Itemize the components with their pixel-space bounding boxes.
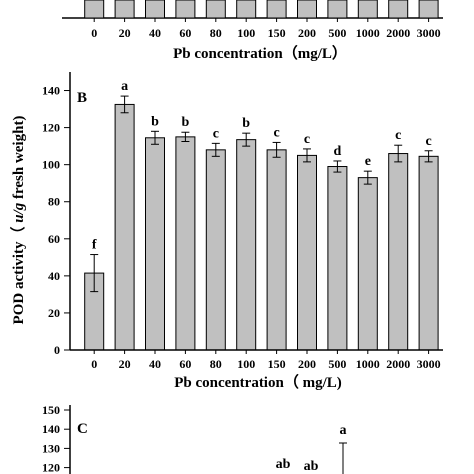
panel-a-x-axis-title: Pb concentration（mg/L） xyxy=(173,44,347,62)
panel-b-y-axis-title-prefix: POD activity（ xyxy=(9,223,27,325)
x-tick-label: 200 xyxy=(298,357,316,371)
x-tick-label: 3000 xyxy=(417,357,441,371)
bar xyxy=(205,149,226,351)
bar xyxy=(175,0,196,19)
x-tick-label: 1000 xyxy=(356,357,380,371)
bar xyxy=(175,136,196,351)
bar xyxy=(145,0,165,19)
x-tick-label: 500 xyxy=(328,357,346,371)
panel-c-label: C xyxy=(77,421,88,437)
significance-label: b xyxy=(151,114,159,129)
y-tick-label: 120 xyxy=(42,121,60,135)
y-tick-label: 150 xyxy=(42,403,60,417)
bar xyxy=(114,0,135,19)
significance-label: f xyxy=(92,238,97,253)
panel-b-y-axis-title-unit: u/g xyxy=(11,202,27,223)
x-tick-label: 100 xyxy=(237,357,255,371)
y-tick-label: 80 xyxy=(48,195,60,209)
bar xyxy=(236,139,257,351)
x-tick-label: 100 xyxy=(237,26,255,40)
panel-b-x-ticks: 0 20 40 60 80 100 150 200 500 1000 2000 3000 xyxy=(91,350,441,371)
significance-label: c xyxy=(425,134,431,149)
x-tick-label: 80 xyxy=(210,26,222,40)
panel-c-sig-label: ab xyxy=(304,459,319,474)
y-tick-label: 130 xyxy=(42,441,60,455)
x-tick-label: 3000 xyxy=(417,26,441,40)
y-tick-label: 140 xyxy=(42,422,60,436)
panel-b: B 0 20 40 60 80 100 120 140 f a b b c b c c d e c c 0 20 40 6… xyxy=(9,72,443,391)
x-tick-label: 0 xyxy=(91,26,97,40)
bar xyxy=(418,155,439,351)
x-tick-label: 20 xyxy=(119,26,131,40)
bar xyxy=(266,0,287,19)
significance-label: a xyxy=(121,79,128,94)
x-tick-label: 150 xyxy=(268,357,286,371)
panel-a-bars xyxy=(84,0,439,19)
panel-c: C 120 130 140 150 ab ab a xyxy=(42,403,347,474)
significance-label: c xyxy=(304,132,310,147)
bar xyxy=(205,0,226,19)
bar xyxy=(145,137,165,351)
x-tick-label: 20 xyxy=(119,357,131,371)
x-tick-label: 200 xyxy=(298,26,316,40)
y-tick-label: 60 xyxy=(48,232,60,246)
panel-a-x-ticks: 0 20 40 60 80 100 150 200 500 1000 2000 3000 xyxy=(91,18,441,40)
bar xyxy=(297,0,317,19)
y-tick-label: 100 xyxy=(42,158,60,172)
x-tick-label: 40 xyxy=(149,357,161,371)
y-tick-label: 120 xyxy=(42,461,60,474)
bar xyxy=(114,103,135,351)
bar xyxy=(327,166,348,351)
x-tick-label: 0 xyxy=(91,357,97,371)
significance-label: d xyxy=(334,144,342,159)
panel-a: 0 20 40 60 80 100 150 200 500 1000 2000 3000 Pb con… xyxy=(62,0,443,62)
bar xyxy=(388,0,409,19)
panel-b-label: B xyxy=(77,90,87,106)
significance-label: e xyxy=(365,154,371,169)
bar xyxy=(418,0,439,19)
bar xyxy=(357,177,378,351)
panel-b-y-axis: 0 20 40 60 80 100 120 140 xyxy=(42,84,70,357)
panel-c-sig-label: ab xyxy=(276,457,291,472)
bar xyxy=(266,149,287,351)
bar xyxy=(357,0,378,19)
panel-b-bars xyxy=(84,103,439,351)
x-tick-label: 1000 xyxy=(356,26,380,40)
panel-c-y-axis: 120 130 140 150 xyxy=(42,403,70,474)
significance-label: c xyxy=(213,126,219,141)
significance-label: c xyxy=(395,128,401,143)
x-tick-label: 2000 xyxy=(386,357,410,371)
x-tick-label: 500 xyxy=(328,26,346,40)
y-tick-label: 40 xyxy=(48,269,60,283)
x-tick-label: 80 xyxy=(210,357,222,371)
y-tick-label: 20 xyxy=(48,306,60,320)
bar xyxy=(327,0,348,19)
x-tick-label: 60 xyxy=(179,357,191,371)
panel-b-x-axis-title: Pb concentration（ mg/L) xyxy=(174,373,341,391)
bar xyxy=(236,0,257,19)
bar xyxy=(84,0,105,19)
significance-label: c xyxy=(273,125,279,140)
significance-label: b xyxy=(242,116,250,131)
panel-b-y-axis-title: POD activity（ u/g fresh weight) xyxy=(9,116,27,325)
significance-label: b xyxy=(182,115,190,130)
x-tick-label: 60 xyxy=(179,26,191,40)
panel-b-y-axis-title-suffix: fresh weight) xyxy=(11,116,27,203)
panel-b-significance-labels: f a b b c b c c d e c c xyxy=(92,79,432,252)
x-tick-label: 150 xyxy=(268,26,286,40)
y-tick-label: 0 xyxy=(54,343,60,357)
panel-b-error-bars xyxy=(90,95,433,293)
panel-c-sig-label: a xyxy=(340,423,347,438)
x-tick-label: 2000 xyxy=(386,26,410,40)
bar xyxy=(297,154,317,351)
bar xyxy=(388,153,409,351)
y-tick-label: 140 xyxy=(42,84,60,98)
x-tick-label: 40 xyxy=(149,26,161,40)
